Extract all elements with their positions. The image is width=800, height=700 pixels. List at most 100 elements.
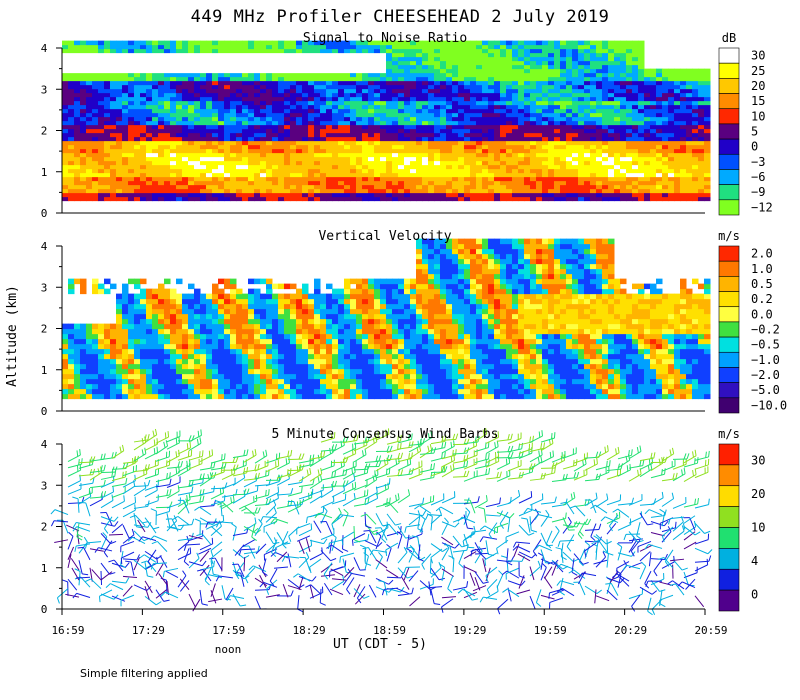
snr-cell	[464, 104, 471, 110]
snr-cell	[278, 124, 285, 130]
snr-cell	[560, 60, 567, 66]
snr-cell	[140, 136, 147, 142]
snr-cell	[440, 180, 447, 186]
snr-cell	[506, 48, 513, 54]
velocity-cell	[128, 378, 135, 385]
snr-cell	[650, 192, 657, 198]
snr-cell	[332, 76, 339, 82]
snr-cell	[524, 168, 531, 174]
snr-cell	[566, 60, 573, 66]
snr-cell	[698, 184, 705, 190]
snr-cell	[686, 96, 693, 102]
snr-cell	[266, 60, 273, 66]
snr-cell	[656, 76, 663, 82]
snr-cell	[320, 60, 327, 66]
snr-cell	[62, 176, 69, 182]
snr-cell	[92, 144, 99, 150]
snr-cell	[266, 152, 273, 158]
velocity-cell	[140, 363, 147, 370]
snr-cell	[284, 104, 291, 110]
velocity-cell	[86, 338, 93, 345]
snr-cell	[674, 144, 681, 150]
snr-cell	[542, 152, 549, 158]
snr-cell	[590, 52, 597, 58]
snr-cell	[350, 120, 357, 126]
velocity-cell	[128, 313, 135, 320]
snr-cell	[614, 92, 621, 98]
snr-cell	[290, 136, 297, 142]
snr-cell	[236, 92, 243, 98]
snr-cell	[458, 88, 465, 94]
snr-cell	[98, 84, 105, 90]
snr-cell	[344, 140, 351, 146]
snr-cell	[362, 116, 369, 122]
snr-cell	[434, 156, 441, 162]
snr-cell	[266, 92, 273, 98]
snr-cell	[494, 196, 501, 202]
snr-cell	[206, 116, 213, 122]
snr-cell	[68, 168, 75, 174]
snr-cell	[434, 68, 441, 74]
snr-cell	[500, 72, 507, 78]
snr-cell	[398, 48, 405, 54]
snr-cell	[458, 192, 465, 198]
snr-cell	[248, 136, 255, 142]
snr-cell	[62, 44, 69, 50]
snr-cell	[80, 68, 87, 74]
velocity-cell	[62, 378, 69, 385]
snr-cell	[176, 132, 183, 138]
snr-cell	[74, 156, 81, 162]
velocity-cell	[236, 333, 243, 340]
snr-cell	[614, 100, 621, 106]
snr-cell	[704, 120, 711, 126]
snr-cell	[80, 52, 87, 58]
snr-cell	[128, 96, 135, 102]
snr-cell	[146, 108, 153, 114]
snr-cell	[518, 180, 525, 186]
snr-cell	[290, 88, 297, 94]
snr-cell	[626, 76, 633, 82]
snr-cell	[248, 124, 255, 130]
snr-cell	[464, 100, 471, 106]
snr-cell	[398, 88, 405, 94]
snr-cell	[98, 116, 105, 122]
snr-cell	[134, 192, 141, 198]
snr-cell	[158, 196, 165, 202]
snr-cell	[146, 180, 153, 186]
snr-cell	[620, 172, 627, 178]
snr-cell	[422, 92, 429, 98]
snr-cell	[296, 180, 303, 186]
velocity-cell	[242, 353, 249, 360]
snr-cell	[338, 40, 345, 46]
velocity-cell	[140, 353, 147, 360]
snr-cell	[194, 168, 201, 174]
snr-cell	[488, 40, 495, 46]
snr-cell	[218, 148, 225, 154]
snr-cell	[332, 136, 339, 142]
snr-cell	[152, 172, 159, 178]
snr-cell	[680, 100, 687, 106]
snr-cell	[188, 104, 195, 110]
snr-cell	[362, 196, 369, 202]
snr-cell	[554, 148, 561, 154]
snr-cell	[440, 112, 447, 118]
snr-cell	[428, 176, 435, 182]
snr-cell	[524, 100, 531, 106]
snr-cell	[572, 196, 579, 202]
velocity-cell	[158, 378, 165, 385]
snr-cell	[680, 164, 687, 170]
snr-cell	[308, 144, 315, 150]
snr-cell	[572, 44, 579, 50]
snr-cell	[512, 44, 519, 50]
snr-cell	[170, 88, 177, 94]
snr-cell	[392, 136, 399, 142]
snr-cell	[500, 64, 507, 70]
snr-cell	[506, 44, 513, 50]
snr-cell	[704, 128, 711, 134]
snr-cell	[110, 48, 117, 54]
snr-cell	[296, 196, 303, 202]
snr-cell	[74, 136, 81, 142]
snr-cell	[380, 184, 387, 190]
snr-cell	[104, 120, 111, 126]
snr-cell	[302, 64, 309, 70]
